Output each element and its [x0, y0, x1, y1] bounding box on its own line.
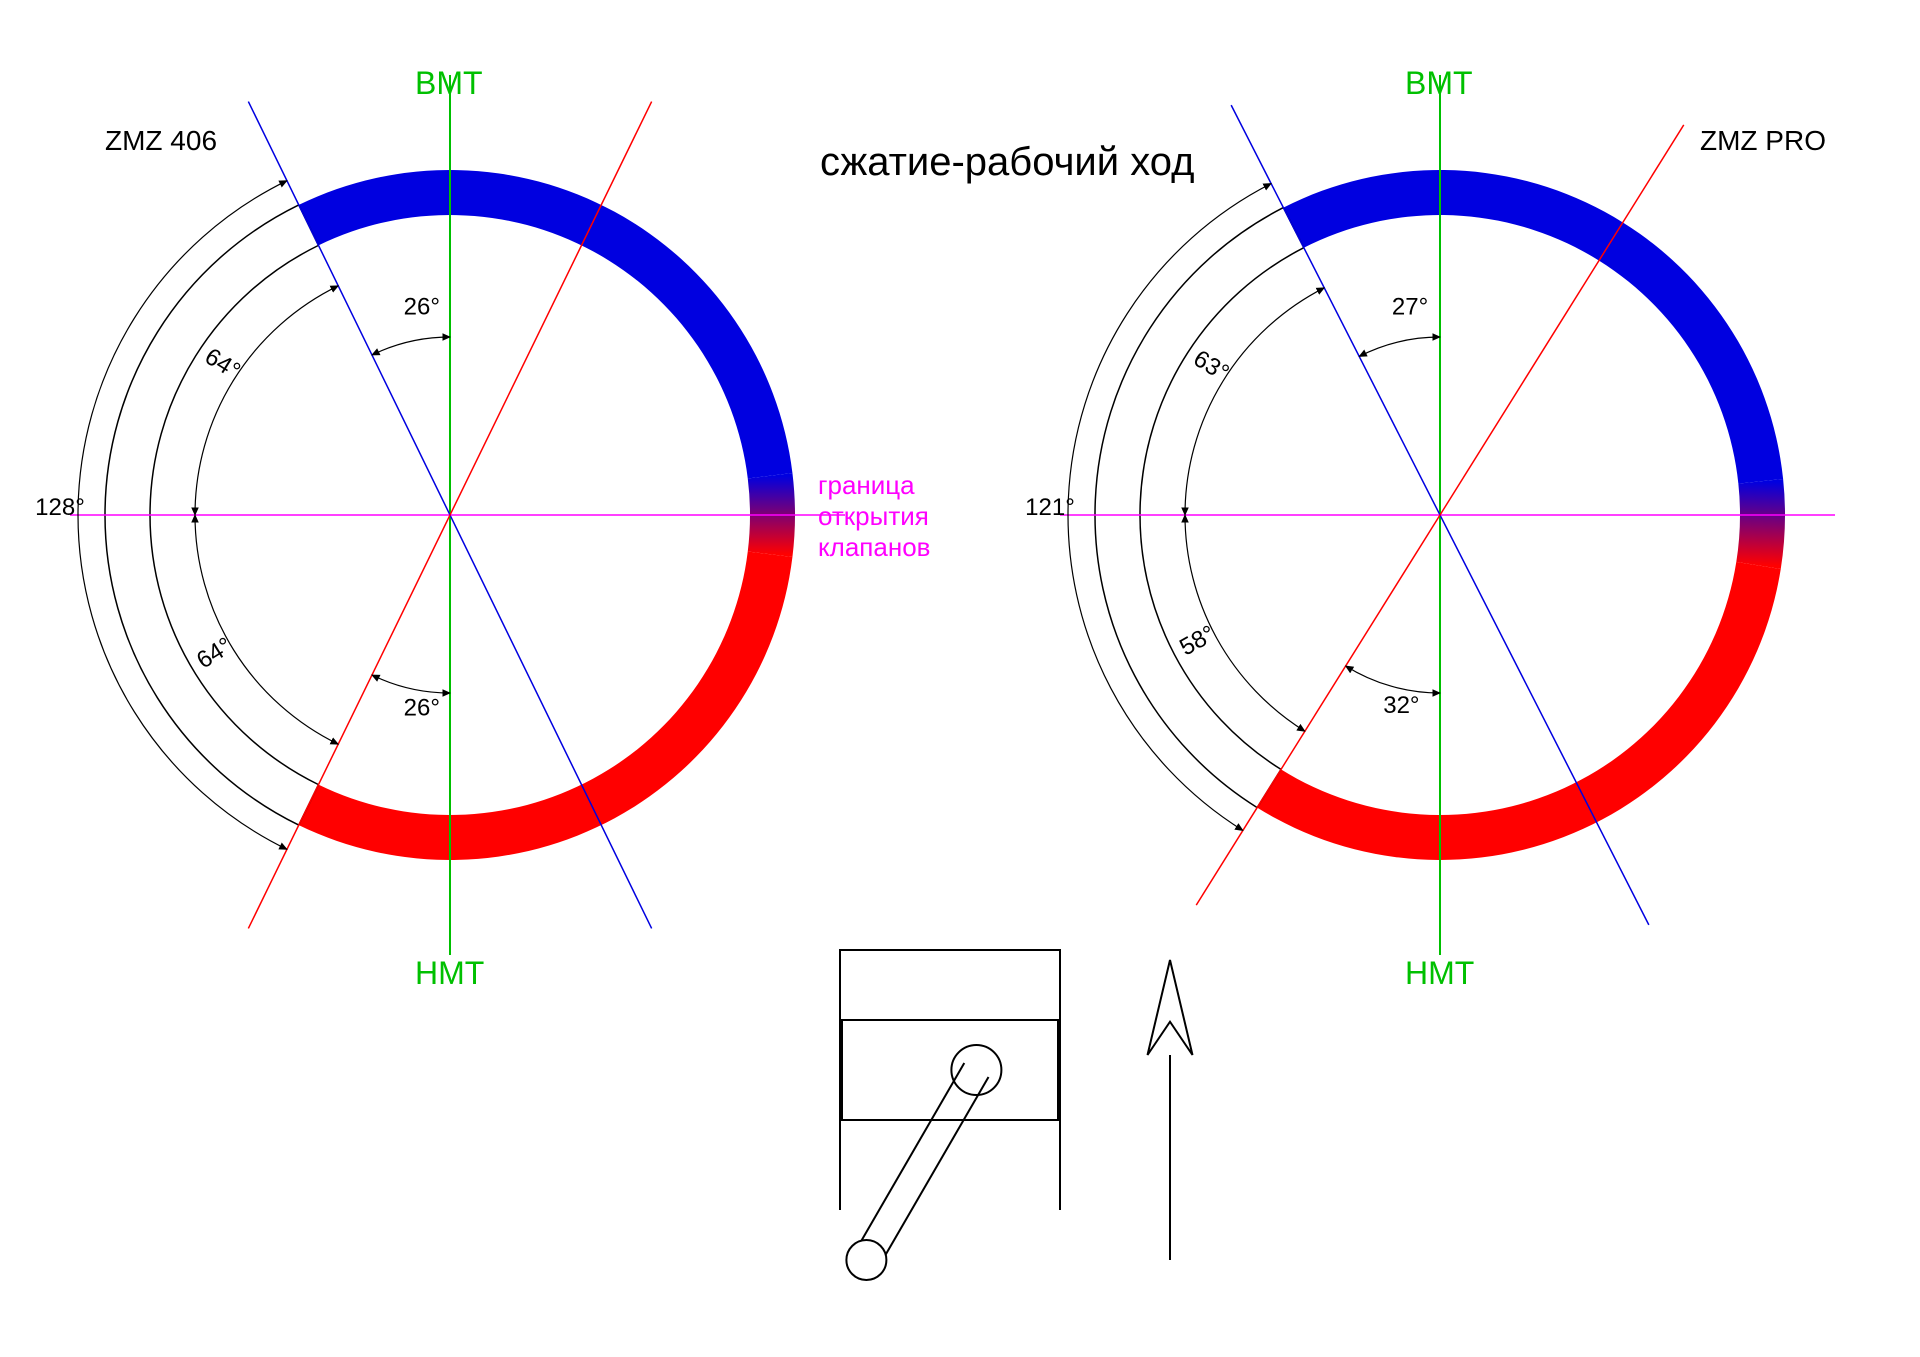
- svg-text:64°: 64°: [192, 632, 237, 674]
- svg-text:58°: 58°: [1175, 620, 1220, 661]
- svg-text:27°: 27°: [1392, 294, 1428, 321]
- left-top-axis-label: ВМТ: [415, 65, 483, 102]
- svg-text:128°: 128°: [35, 494, 85, 521]
- svg-text:63°: 63°: [1189, 345, 1234, 387]
- svg-text:121°: 121°: [1025, 494, 1075, 521]
- svg-text:26°: 26°: [404, 695, 440, 722]
- valve-boundary-label: граница открытия клапанов: [818, 470, 930, 564]
- main-title: сжатие-рабочий ход: [820, 140, 1194, 185]
- svg-text:26°: 26°: [404, 293, 440, 320]
- timing-diagram-svg: 26° 26° 64° 64° 128° 27° 32° 63° 58° 121°: [0, 0, 1920, 1357]
- svg-text:64°: 64°: [200, 343, 245, 385]
- left-bottom-axis-label: НМТ: [415, 955, 484, 992]
- left-engine-name: ZMZ 406: [105, 125, 217, 157]
- right-bottom-axis-label: НМТ: [1405, 955, 1474, 992]
- right-engine-name: ZMZ PRO: [1700, 125, 1826, 157]
- right-top-axis-label: ВМТ: [1405, 65, 1473, 102]
- svg-text:32°: 32°: [1383, 692, 1419, 719]
